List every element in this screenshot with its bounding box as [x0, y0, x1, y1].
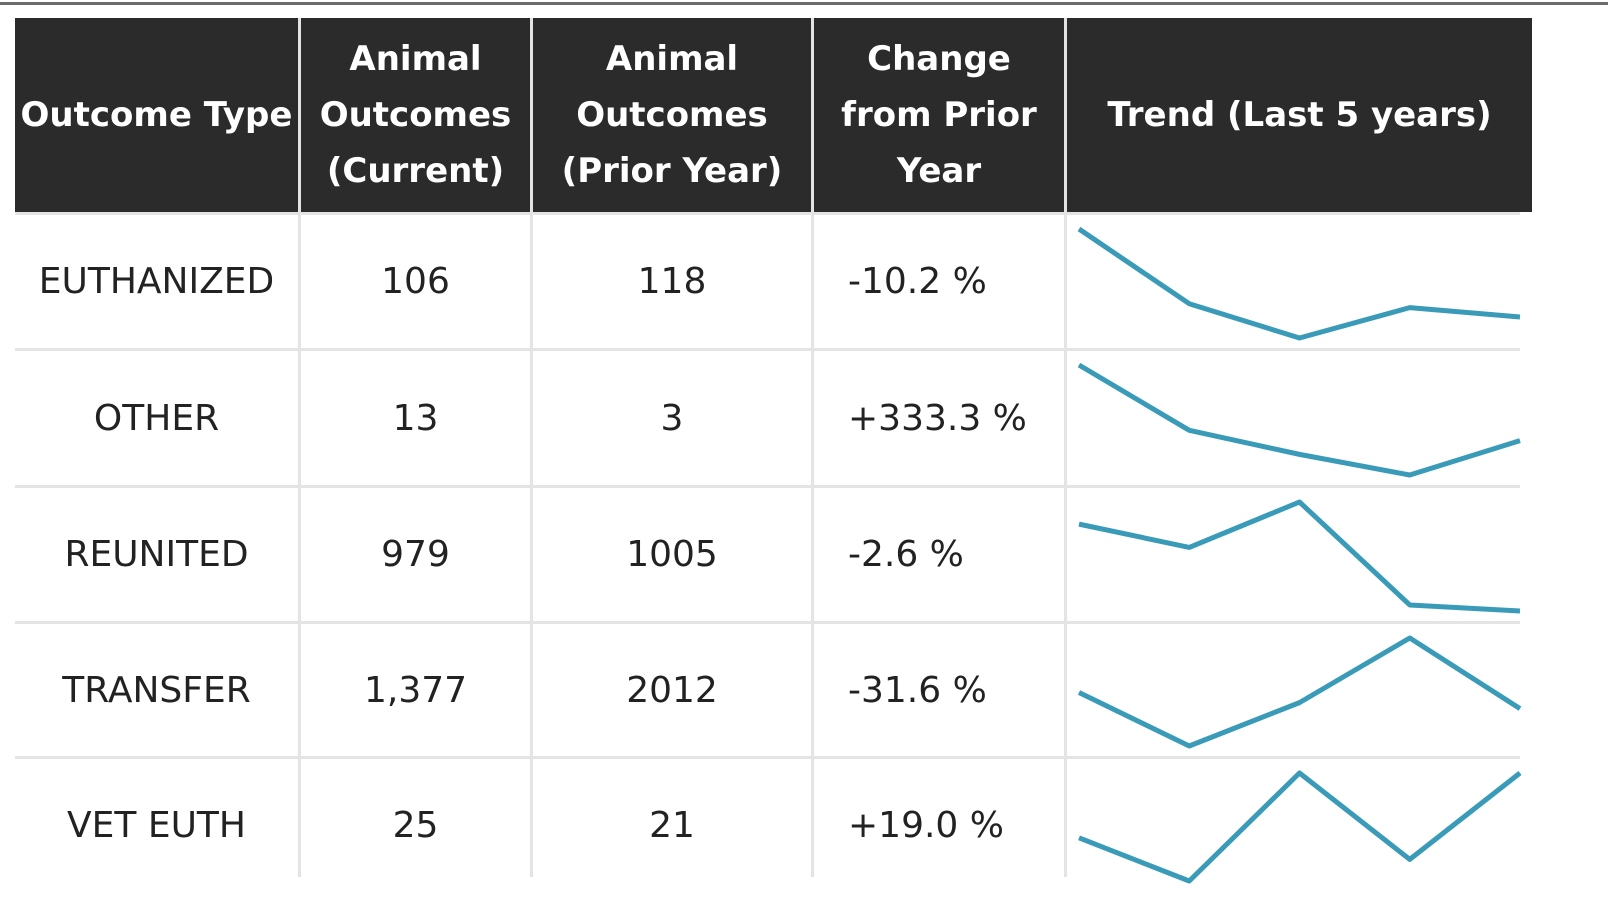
trend-cell — [1067, 488, 1532, 621]
outcomes-table: Outcome Type Animal Outcomes (Current) Ani… — [15, 18, 1532, 891]
value-cell: -31.6 % — [814, 624, 1064, 756]
outcome-type: TRANSFER — [15, 624, 298, 756]
value-cell: 118 — [533, 215, 811, 348]
value-cell: 1,377 — [301, 624, 530, 756]
outcome-type: REUNITED — [15, 488, 298, 621]
outcome-type: EUTHANIZED — [15, 215, 298, 348]
value-cell: 3 — [533, 351, 811, 485]
trend-line — [1078, 770, 1522, 884]
trend-cell — [1067, 215, 1532, 348]
value-cell: 13 — [301, 351, 530, 485]
header-cell: Animal Outcomes (Prior Year) — [533, 18, 811, 212]
header-cell: Change from Prior Year — [814, 18, 1064, 212]
value-cell: -2.6 % — [814, 488, 1064, 621]
value-cell: 25 — [301, 759, 530, 891]
header-cell: Animal Outcomes (Current) — [301, 18, 530, 212]
trend-line — [1077, 226, 1521, 341]
trend-cell — [1067, 624, 1532, 756]
trend-line — [1077, 362, 1521, 478]
value-cell: 21 — [533, 759, 811, 891]
value-cell: +333.3 % — [814, 351, 1064, 485]
value-cell: 106 — [301, 215, 530, 348]
sparkline — [1078, 499, 1521, 614]
header-cell: Trend (Last 5 years) — [1067, 18, 1532, 212]
sparkline — [1078, 770, 1522, 884]
sparkline — [1077, 362, 1521, 478]
trend-cell — [1067, 759, 1532, 891]
header-cell: Outcome Type — [15, 18, 298, 212]
top-rule — [0, 2, 1608, 5]
trend-line — [1078, 499, 1521, 614]
outcome-type: VET EUTH — [15, 759, 298, 891]
value-cell: 2012 — [533, 624, 811, 756]
trend-cell — [1067, 351, 1532, 485]
sparkline — [1077, 635, 1522, 749]
value-cell: +19.0 % — [814, 759, 1064, 891]
value-cell: 1005 — [533, 488, 811, 621]
sparkline — [1077, 226, 1521, 341]
value-cell: -10.2 % — [814, 215, 1064, 348]
trend-line — [1077, 635, 1522, 749]
value-cell: 979 — [301, 488, 530, 621]
outcome-type: OTHER — [15, 351, 298, 485]
